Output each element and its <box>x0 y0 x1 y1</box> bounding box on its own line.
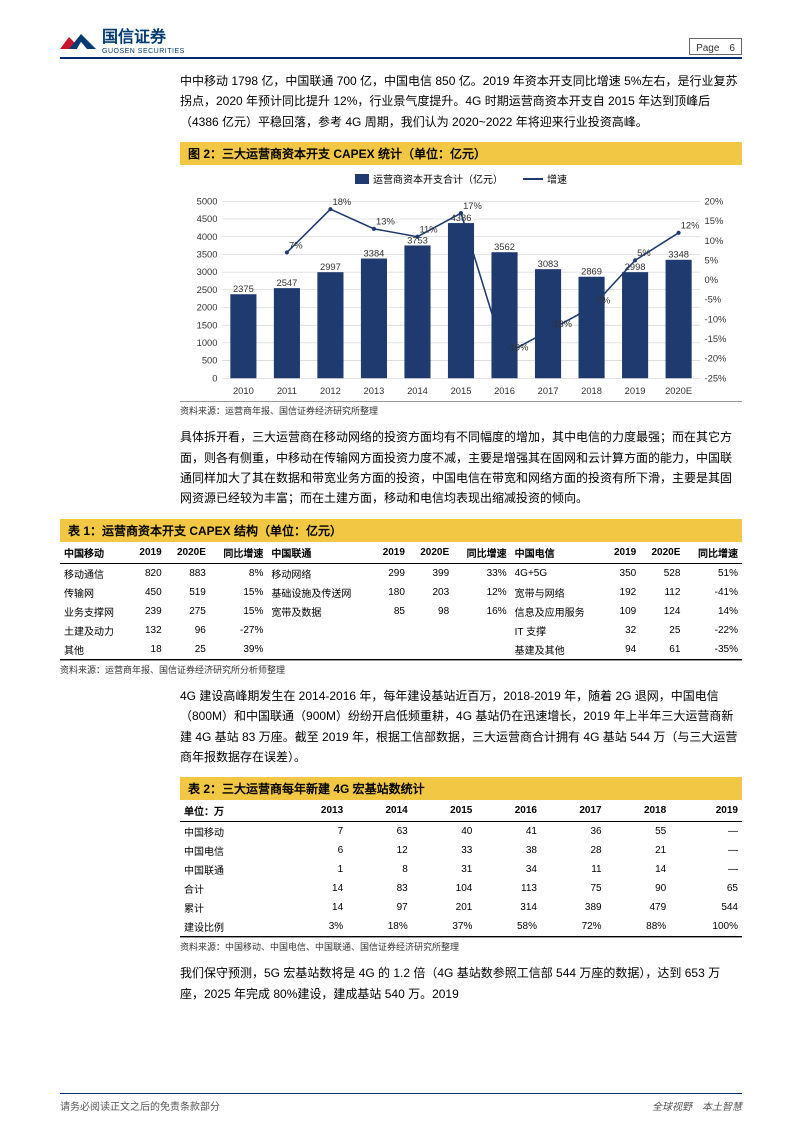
svg-text:2997: 2997 <box>320 262 341 272</box>
legend-line-icon <box>523 178 543 180</box>
table-1: 中国移动20192020E同比增速中国联通20192020E同比增速中国电信20… <box>60 542 742 660</box>
svg-text:2012: 2012 <box>320 386 341 396</box>
svg-text:1500: 1500 <box>197 320 218 330</box>
table-1-title: 表 1：运营商资本开支 CAPEX 结构（单位：亿元） <box>60 519 742 542</box>
svg-text:-13%: -13% <box>550 319 572 329</box>
svg-text:3348: 3348 <box>668 250 689 260</box>
footer-disclaimer: 请务必阅读正文之后的免责条款部分 <box>60 1098 220 1113</box>
svg-text:15%: 15% <box>705 216 724 226</box>
svg-text:7%: 7% <box>289 240 303 250</box>
svg-text:3562: 3562 <box>494 242 515 252</box>
svg-text:4000: 4000 <box>197 232 218 242</box>
figure-2-chart: 运营商资本开支合计（亿元） 增速 0 500 1000 1500 2000 2500 300… <box>180 171 742 401</box>
svg-text:2500: 2500 <box>197 285 218 295</box>
table-1-source: 资料来源：运营商年报、国信证券经济研究所分析师整理 <box>60 660 742 676</box>
svg-text:-19%: -19% <box>507 343 529 353</box>
paragraph-2: 具体拆开看，三大运营商在移动网络的投资方面均有不同幅度的增加，其中电信的力度最强… <box>180 427 742 509</box>
svg-text:2013: 2013 <box>364 386 385 396</box>
svg-text:-25%: -25% <box>705 374 727 384</box>
svg-text:18%: 18% <box>333 197 352 207</box>
svg-text:0%: 0% <box>705 275 719 285</box>
page-footer: 请务必阅读正文之后的免责条款部分 全球视野 本土智慧 <box>60 1093 742 1113</box>
paragraph-1: 中中移动 1798 亿，中国联通 700 亿，中国电信 850 亿。2019 年… <box>180 71 742 132</box>
company-name-en: GUOSEN SECURITIES <box>102 48 185 55</box>
svg-text:1000: 1000 <box>197 338 218 348</box>
svg-text:2019: 2019 <box>625 386 646 396</box>
paragraph-3: 4G 建设高峰期发生在 2014-2016 年，每年建设基站近百万，2018-2… <box>180 686 742 768</box>
table-2-title: 表 2：三大运营商每年新建 4G 宏基站数统计 <box>180 777 742 800</box>
svg-text:10%: 10% <box>705 236 724 246</box>
svg-text:13%: 13% <box>376 217 395 227</box>
svg-text:2017: 2017 <box>538 386 559 396</box>
table-2-source: 资料来源：中国移动、中国电信、中国联通、国信证券经济研究所整理 <box>180 937 742 953</box>
company-logo: 国信证券 GUOSEN SECURITIES <box>60 30 185 55</box>
svg-text:500: 500 <box>202 356 218 366</box>
svg-text:2547: 2547 <box>276 278 297 288</box>
svg-text:2869: 2869 <box>581 267 602 277</box>
paragraph-4: 我们保守预测，5G 宏基站数将是 4G 的 1.2 倍（4G 基站数参照工信部 … <box>180 963 742 1004</box>
svg-text:-10%: -10% <box>705 315 727 325</box>
svg-text:2020E: 2020E <box>665 386 692 396</box>
svg-text:2018: 2018 <box>581 386 602 396</box>
svg-text:-20%: -20% <box>705 354 727 364</box>
svg-text:-15%: -15% <box>705 334 727 344</box>
svg-text:3384: 3384 <box>364 249 385 259</box>
legend-line-label: 增速 <box>547 171 567 186</box>
legend-bar-icon <box>355 174 369 184</box>
page-number: Page 6 <box>689 38 742 55</box>
svg-text:4500: 4500 <box>197 214 218 224</box>
logo-icon <box>60 31 96 55</box>
svg-text:5%: 5% <box>705 256 719 266</box>
svg-text:3500: 3500 <box>197 250 218 260</box>
svg-text:2000: 2000 <box>197 303 218 313</box>
svg-text:2016: 2016 <box>494 386 515 396</box>
svg-text:-7%: -7% <box>594 295 611 305</box>
svg-text:2375: 2375 <box>233 284 254 294</box>
svg-text:2010: 2010 <box>233 386 254 396</box>
footer-motto: 全球视野 本土智慧 <box>652 1098 742 1113</box>
svg-text:12%: 12% <box>681 221 700 231</box>
svg-text:2011: 2011 <box>277 386 297 396</box>
svg-text:2014: 2014 <box>407 386 428 396</box>
svg-text:-5%: -5% <box>705 295 722 305</box>
capex-chart-svg: 0 500 1000 1500 2000 2500 3000 3500 4000 4500 5000… <box>180 190 742 400</box>
table-2: 单位：万2013201420152016201720182019中国移动7634… <box>180 800 742 937</box>
svg-text:11%: 11% <box>420 225 438 235</box>
svg-text:0: 0 <box>212 374 217 384</box>
svg-text:3083: 3083 <box>538 259 559 269</box>
page-header: 国信证券 GUOSEN SECURITIES Page 6 <box>60 30 742 59</box>
figure-2-title: 图 2：三大运营商资本开支 CAPEX 统计（单位：亿元） <box>180 142 742 165</box>
figure-2-source: 资料来源：运营商年报、国信证券经济研究所整理 <box>180 401 742 417</box>
svg-text:5%: 5% <box>637 248 651 258</box>
company-name-cn: 国信证券 <box>102 30 185 46</box>
svg-text:3000: 3000 <box>197 267 218 277</box>
legend-bar-label: 运营商资本开支合计（亿元） <box>373 171 503 186</box>
svg-text:20%: 20% <box>705 197 724 207</box>
svg-text:5000: 5000 <box>197 197 218 207</box>
svg-text:17%: 17% <box>463 201 482 211</box>
svg-text:2015: 2015 <box>451 386 472 396</box>
